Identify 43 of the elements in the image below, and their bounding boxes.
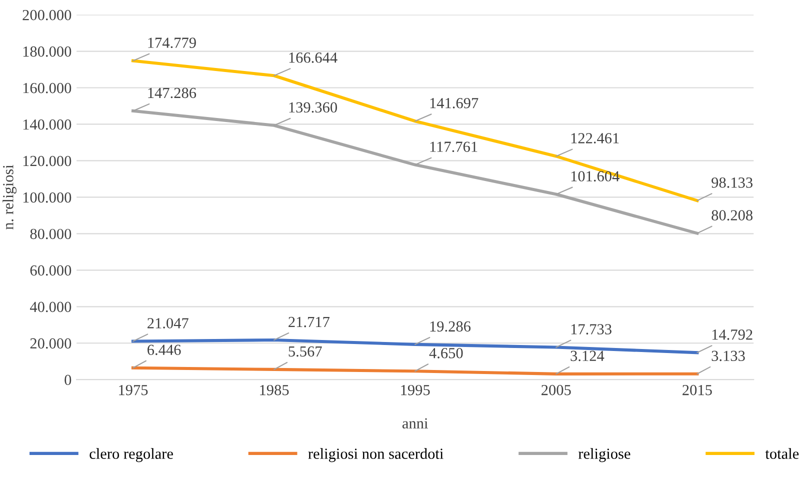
data-label: 139.360 xyxy=(289,102,337,113)
legend-label: totale xyxy=(765,448,799,459)
data-label: 5.567 xyxy=(288,346,322,357)
data-label: 4.650 xyxy=(429,348,463,358)
y-tick-label: 140.000 xyxy=(23,119,72,130)
y-tick-label: 120.000 xyxy=(23,156,72,166)
x-tick-label: 1985 xyxy=(260,384,289,396)
y-tick-label: 40.000 xyxy=(30,302,72,312)
line-series xyxy=(131,366,699,376)
data-label: 3.133 xyxy=(712,350,745,362)
y-tick-label: 100.000 xyxy=(23,192,72,203)
data-label: 101.604 xyxy=(571,171,620,182)
legend-label: religiosi non sacerdoti xyxy=(308,448,444,462)
x-tick-label: 2005 xyxy=(542,384,571,396)
y-tick-label: 20.000 xyxy=(30,338,72,349)
data-label: 6.446 xyxy=(148,344,181,356)
data-label: 21.717 xyxy=(288,316,330,328)
data-label: 3.124 xyxy=(570,350,604,362)
data-label: 117.761 xyxy=(430,142,478,152)
data-label: 19.286 xyxy=(430,321,471,332)
data-label: 80.208 xyxy=(712,210,753,221)
y-tick-label: 80.000 xyxy=(30,228,72,240)
data-label: 17.733 xyxy=(571,324,612,334)
legend-label: clero regolare xyxy=(90,448,173,462)
x-tick-label: 2015 xyxy=(682,384,712,396)
data-label: 98.133 xyxy=(712,177,752,188)
y-tick-label: 200.000 xyxy=(22,10,72,20)
data-label: 166.644 xyxy=(289,52,338,63)
y-tick-label: 180.000 xyxy=(23,46,72,57)
data-label: 141.697 xyxy=(430,98,478,108)
data-label: 147.286 xyxy=(148,88,196,98)
x-axis-title: anni xyxy=(402,418,428,429)
y-tick-label: 160.000 xyxy=(23,82,72,94)
x-tick-label: 1995 xyxy=(401,384,430,396)
data-label: 14.792 xyxy=(712,330,752,340)
x-tick-label: 1975 xyxy=(119,384,148,396)
y-tick-label: 0 xyxy=(64,374,72,386)
y-tick-label: 60.000 xyxy=(30,265,72,276)
data-label: 122.461 xyxy=(571,133,619,144)
data-label: 21.047 xyxy=(148,318,188,328)
legend-label: religiose xyxy=(578,448,630,462)
y-axis-title: n. religiosi xyxy=(2,164,16,230)
data-label: 174.779 xyxy=(148,38,196,48)
